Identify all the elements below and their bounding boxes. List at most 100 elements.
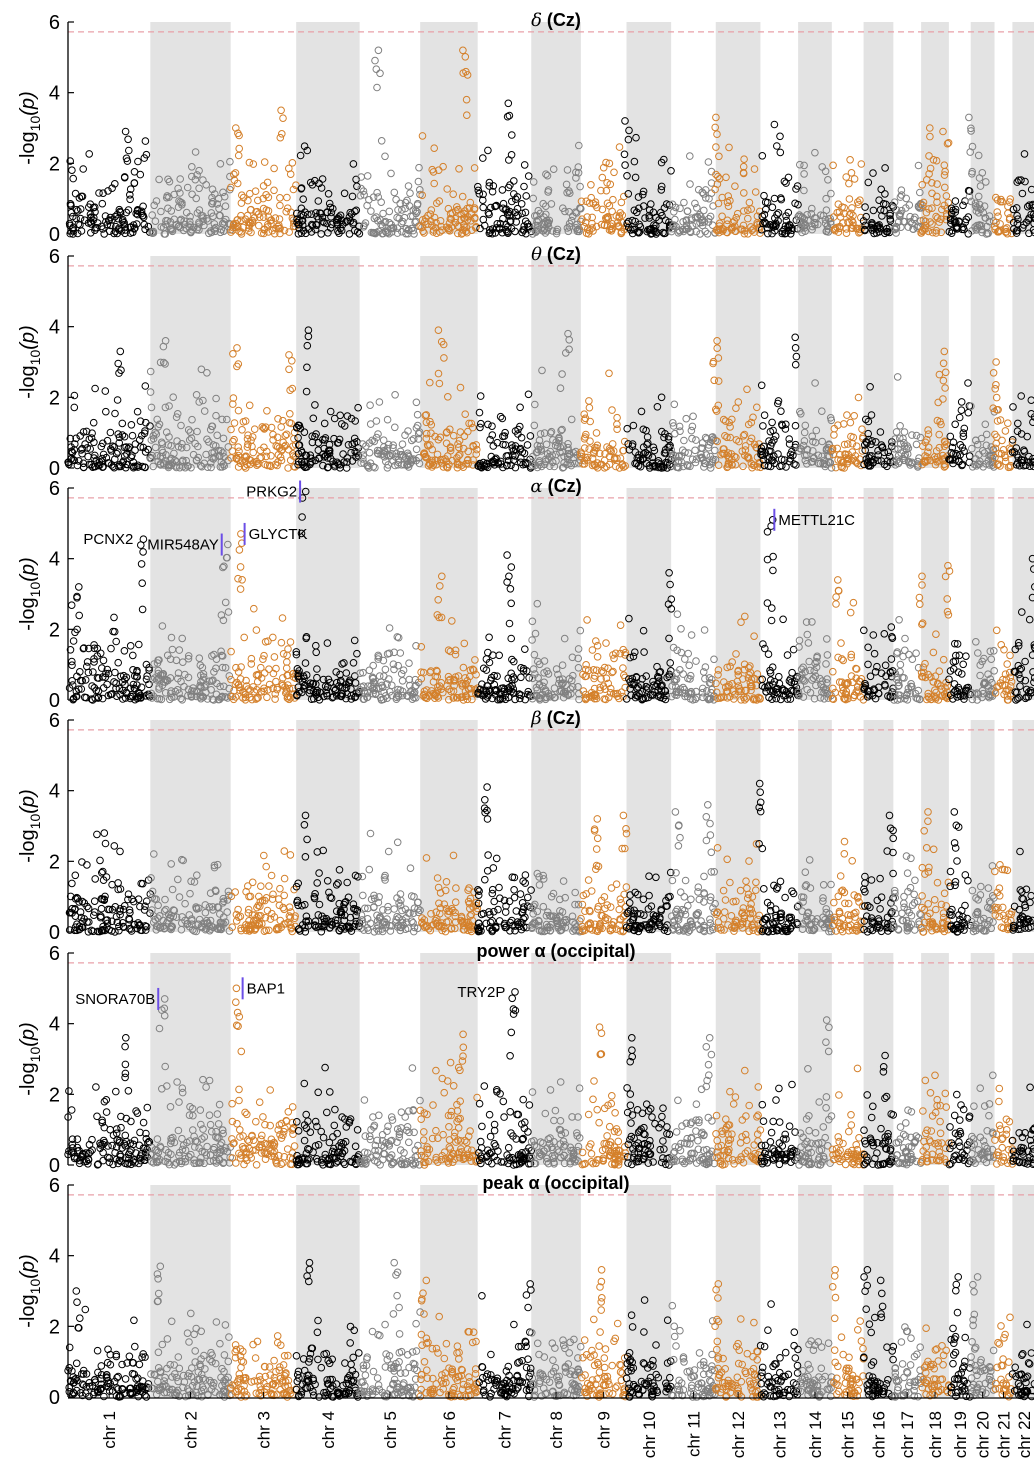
snp-point	[373, 188, 381, 197]
snp-point	[479, 203, 488, 212]
snp-point	[393, 224, 402, 232]
snp-point	[892, 229, 900, 237]
snp-point	[916, 188, 924, 197]
y-tick-label: 4	[49, 549, 60, 571]
snp-point	[685, 661, 694, 670]
snp-point	[539, 199, 548, 208]
snp-point	[917, 229, 926, 237]
snp-point	[392, 195, 400, 204]
snp-point	[706, 212, 715, 221]
snp-point	[245, 224, 253, 232]
snp-point	[211, 190, 219, 198]
snp-point	[432, 218, 440, 227]
snp-point	[1001, 427, 1010, 435]
snp-point	[928, 189, 936, 198]
peak-point	[229, 344, 243, 415]
snp-point	[573, 225, 582, 234]
snp-point	[749, 225, 758, 233]
snp-point	[837, 639, 845, 647]
snp-point	[794, 212, 803, 221]
snp-point	[840, 420, 848, 428]
snp-point	[864, 178, 873, 187]
snp-point	[255, 213, 264, 221]
snp-point	[249, 160, 258, 168]
snp-point	[605, 226, 614, 234]
chr-band	[921, 488, 949, 700]
snp-point	[307, 210, 316, 218]
snp-point	[73, 461, 82, 470]
snp-point	[814, 220, 822, 229]
snp-point	[996, 220, 1004, 228]
snp-point	[118, 419, 127, 428]
snp-point	[99, 225, 107, 233]
snp-point	[405, 659, 413, 668]
snp-point	[541, 224, 549, 233]
snp-point	[522, 192, 531, 200]
snp-point	[199, 217, 207, 225]
snp-point	[452, 207, 460, 215]
snp-point	[855, 225, 864, 234]
snp-point	[67, 601, 76, 610]
snp-point	[87, 229, 95, 237]
snp-point	[365, 448, 374, 457]
snp-point	[904, 223, 913, 231]
snp-point	[380, 672, 388, 681]
snp-point	[908, 655, 917, 664]
snp-point	[896, 422, 904, 430]
snp-point	[418, 216, 427, 224]
snp-point	[385, 207, 394, 216]
snp-point	[282, 207, 291, 216]
y-tick-label: 4	[49, 83, 60, 105]
snp-point	[111, 409, 119, 418]
plot-area	[64, 256, 1034, 472]
snp-point	[671, 215, 679, 224]
snp-point	[750, 165, 759, 173]
snp-point	[635, 220, 644, 229]
snp-point	[498, 186, 507, 194]
snp-point	[155, 175, 163, 184]
snp-point	[474, 186, 483, 195]
snp-point	[848, 217, 856, 225]
peak-point	[73, 583, 83, 634]
snp-point	[847, 432, 855, 441]
snp-point	[964, 379, 972, 387]
snp-point	[93, 830, 101, 839]
snp-point	[791, 421, 800, 430]
peak-point	[276, 106, 287, 142]
snp-point	[118, 217, 127, 225]
snp-point	[932, 229, 940, 237]
snp-point	[133, 407, 142, 416]
snp-point	[90, 213, 98, 222]
snp-point	[318, 213, 327, 222]
snp-point	[486, 226, 494, 234]
snp-point	[779, 615, 787, 624]
snp-point	[739, 221, 748, 230]
chr-band	[970, 256, 995, 468]
snp-point	[764, 650, 773, 659]
snp-point	[506, 217, 515, 225]
snp-point	[215, 204, 223, 213]
snp-point	[909, 225, 917, 233]
snp-point	[543, 171, 552, 180]
snp-point	[297, 204, 306, 213]
snp-point	[449, 190, 458, 198]
snp-point	[680, 198, 688, 207]
snp-point	[101, 387, 110, 395]
snp-point	[670, 208, 678, 216]
snp-point	[657, 208, 665, 217]
snp-point	[99, 656, 108, 665]
snp-point	[569, 212, 577, 220]
snp-point	[657, 158, 666, 167]
snp-point	[929, 156, 938, 164]
snp-point	[272, 677, 280, 686]
snp-point	[83, 861, 91, 869]
snp-point	[259, 182, 268, 190]
snp-point	[488, 187, 497, 196]
snp-point	[479, 196, 487, 204]
snp-point	[288, 159, 297, 167]
snp-point	[615, 143, 624, 151]
snp-point	[938, 205, 946, 214]
snp-point	[517, 200, 526, 208]
snp-point	[751, 188, 760, 196]
